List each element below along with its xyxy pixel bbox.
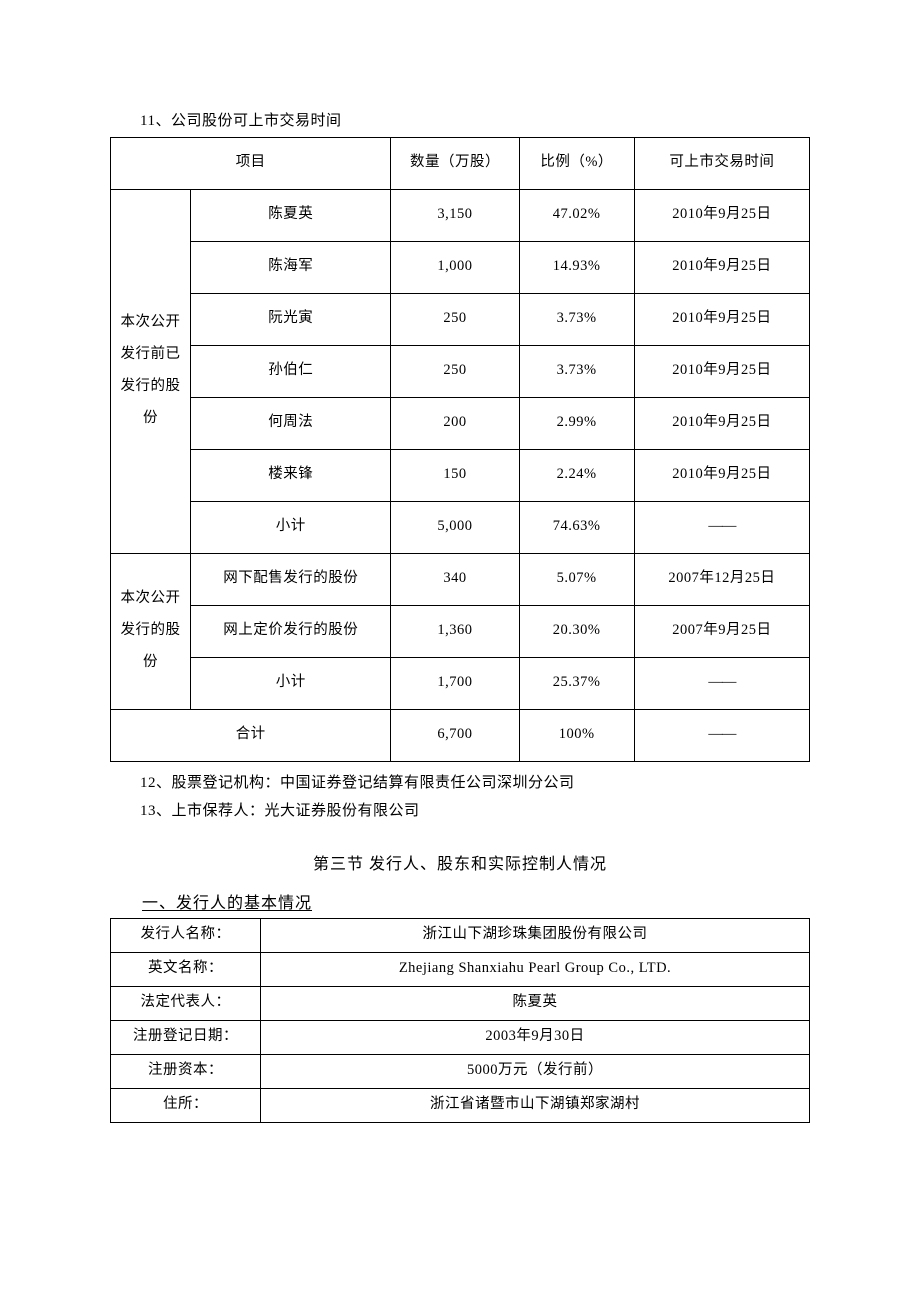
cell-pct: 20.30% xyxy=(519,605,634,657)
cell-pct: 5.07% xyxy=(519,553,634,605)
table-row: 住所： 浙江省诸暨市山下湖镇郑家湖村 xyxy=(111,1088,810,1122)
cell-name: 何周法 xyxy=(191,397,391,449)
heading-11: 11、公司股份可上市交易时间 xyxy=(110,110,810,133)
cell-qty: 250 xyxy=(391,293,519,345)
info-label: 注册登记日期： xyxy=(111,1020,261,1054)
cell-date: 2010年9月25日 xyxy=(634,345,809,397)
table-row: 楼来锋 150 2.24% 2010年9月25日 xyxy=(111,449,810,501)
cell-name: 小计 xyxy=(191,657,391,709)
cell-total-label: 合计 xyxy=(111,709,391,761)
table-row: 何周法 200 2.99% 2010年9月25日 xyxy=(111,397,810,449)
table-row: 英文名称： Zhejiang Shanxiahu Pearl Group Co.… xyxy=(111,952,810,986)
cell-name: 阮光寅 xyxy=(191,293,391,345)
info-label: 法定代表人： xyxy=(111,986,261,1020)
cell-pct: 3.73% xyxy=(519,345,634,397)
table-row-total: 合计 6,700 100% —— xyxy=(111,709,810,761)
group1-label: 本次公开发行前已发行的股份 xyxy=(111,189,191,553)
table-row: 网上定价发行的股份 1,360 20.30% 2007年9月25日 xyxy=(111,605,810,657)
col-header-pct: 比例（%） xyxy=(519,137,634,189)
cell-qty: 3,150 xyxy=(391,189,519,241)
cell-date: 2010年9月25日 xyxy=(634,293,809,345)
issuer-info-table: 发行人名称： 浙江山下湖珍珠集团股份有限公司 英文名称： Zhejiang Sh… xyxy=(110,918,810,1123)
table-header-row: 项目 数量（万股） 比例（%） 可上市交易时间 xyxy=(111,137,810,189)
cell-name: 孙伯仁 xyxy=(191,345,391,397)
cell-qty: 200 xyxy=(391,397,519,449)
cell-qty: 150 xyxy=(391,449,519,501)
cell-pct: 25.37% xyxy=(519,657,634,709)
cell-date: 2010年9月25日 xyxy=(634,189,809,241)
cell-date: 2010年9月25日 xyxy=(634,241,809,293)
table-row: 小计 1,700 25.37% —— xyxy=(111,657,810,709)
cell-name: 陈夏英 xyxy=(191,189,391,241)
table-row: 本次公开发行的股份 网下配售发行的股份 340 5.07% 2007年12月25… xyxy=(111,553,810,605)
cell-name: 网下配售发行的股份 xyxy=(191,553,391,605)
col-header-qty: 数量（万股） xyxy=(391,137,519,189)
heading-13: 13、上市保荐人：光大证券股份有限公司 xyxy=(110,800,810,823)
info-value: 浙江省诸暨市山下湖镇郑家湖村 xyxy=(261,1088,810,1122)
cell-date: 2010年9月25日 xyxy=(634,449,809,501)
cell-name: 陈海军 xyxy=(191,241,391,293)
group2-label: 本次公开发行的股份 xyxy=(111,553,191,709)
cell-date: —— xyxy=(634,657,809,709)
shares-table: 项目 数量（万股） 比例（%） 可上市交易时间 本次公开发行前已发行的股份 陈夏… xyxy=(110,137,810,762)
cell-pct: 74.63% xyxy=(519,501,634,553)
cell-name: 小计 xyxy=(191,501,391,553)
table-row: 小计 5,000 74.63% —— xyxy=(111,501,810,553)
table-row: 本次公开发行前已发行的股份 陈夏英 3,150 47.02% 2010年9月25… xyxy=(111,189,810,241)
info-value: Zhejiang Shanxiahu Pearl Group Co., LTD. xyxy=(261,952,810,986)
cell-qty: 5,000 xyxy=(391,501,519,553)
cell-date: —— xyxy=(634,709,809,761)
cell-date: 2007年12月25日 xyxy=(634,553,809,605)
cell-qty: 1,360 xyxy=(391,605,519,657)
document-page: 11、公司股份可上市交易时间 项目 数量（万股） 比例（%） 可上市交易时间 本… xyxy=(0,0,920,1193)
info-value: 浙江山下湖珍珠集团股份有限公司 xyxy=(261,918,810,952)
cell-qty: 1,000 xyxy=(391,241,519,293)
col-header-date: 可上市交易时间 xyxy=(634,137,809,189)
cell-qty: 6,700 xyxy=(391,709,519,761)
cell-pct: 3.73% xyxy=(519,293,634,345)
table-row: 阮光寅 250 3.73% 2010年9月25日 xyxy=(111,293,810,345)
cell-pct: 2.24% xyxy=(519,449,634,501)
sub-heading-1: 一、发行人的基本情况 xyxy=(110,892,810,916)
table-row: 孙伯仁 250 3.73% 2010年9月25日 xyxy=(111,345,810,397)
cell-qty: 1,700 xyxy=(391,657,519,709)
info-value: 2003年9月30日 xyxy=(261,1020,810,1054)
table-row: 法定代表人： 陈夏英 xyxy=(111,986,810,1020)
info-label: 住所： xyxy=(111,1088,261,1122)
info-label: 发行人名称： xyxy=(111,918,261,952)
cell-date: 2007年9月25日 xyxy=(634,605,809,657)
table-row: 发行人名称： 浙江山下湖珍珠集团股份有限公司 xyxy=(111,918,810,952)
cell-name: 网上定价发行的股份 xyxy=(191,605,391,657)
col-header-item: 项目 xyxy=(111,137,391,189)
heading-12: 12、股票登记机构：中国证券登记结算有限责任公司深圳分公司 xyxy=(110,772,810,795)
cell-pct: 100% xyxy=(519,709,634,761)
info-value: 5000万元（发行前） xyxy=(261,1054,810,1088)
info-label: 注册资本： xyxy=(111,1054,261,1088)
cell-pct: 47.02% xyxy=(519,189,634,241)
cell-date: —— xyxy=(634,501,809,553)
table-row: 注册资本： 5000万元（发行前） xyxy=(111,1054,810,1088)
cell-pct: 14.93% xyxy=(519,241,634,293)
cell-name: 楼来锋 xyxy=(191,449,391,501)
info-value: 陈夏英 xyxy=(261,986,810,1020)
cell-date: 2010年9月25日 xyxy=(634,397,809,449)
table-row: 陈海军 1,000 14.93% 2010年9月25日 xyxy=(111,241,810,293)
cell-qty: 250 xyxy=(391,345,519,397)
cell-pct: 2.99% xyxy=(519,397,634,449)
table-row: 注册登记日期： 2003年9月30日 xyxy=(111,1020,810,1054)
info-label: 英文名称： xyxy=(111,952,261,986)
section-title: 第三节 发行人、股东和实际控制人情况 xyxy=(110,853,810,877)
cell-qty: 340 xyxy=(391,553,519,605)
